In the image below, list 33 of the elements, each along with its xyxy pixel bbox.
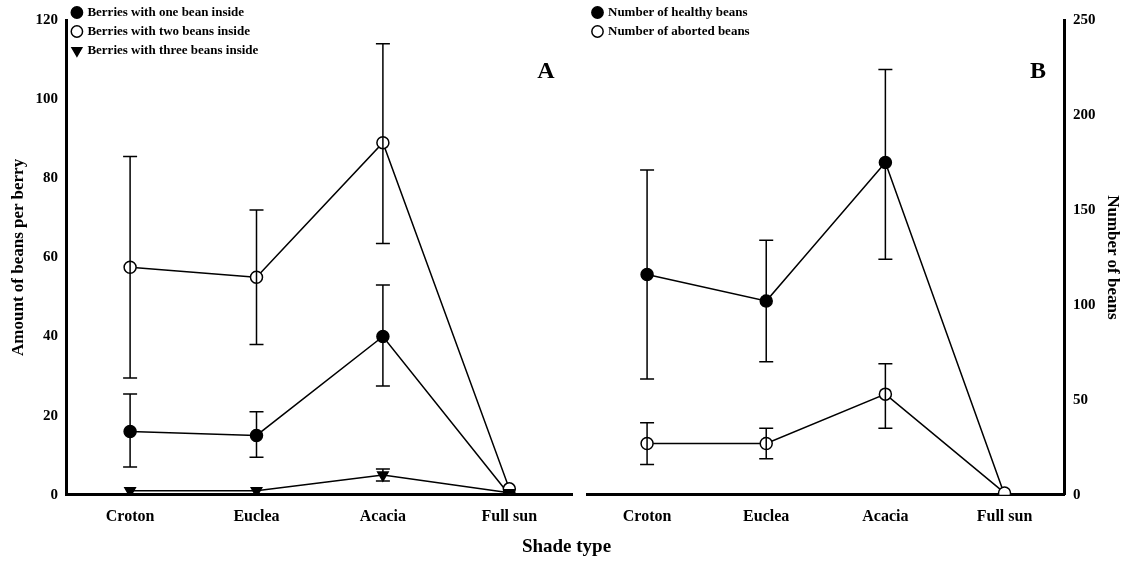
legend-label: Berries with three beans inside xyxy=(87,41,259,57)
y-tick-label: 40 xyxy=(42,327,58,344)
y2-tick-label: 250 xyxy=(1073,10,1096,27)
legend-label: Berries with one bean inside xyxy=(87,3,245,19)
y2-axis-title: Number of beans xyxy=(1104,195,1124,320)
x-tick-label: Croton xyxy=(105,506,155,524)
y2-tick-label: 150 xyxy=(1073,200,1096,217)
y-tick-label: 120 xyxy=(35,10,58,27)
y2-tick-label: 200 xyxy=(1073,105,1096,122)
x-tick-label: Euclea xyxy=(233,506,280,524)
y2-tick-label: 100 xyxy=(1073,295,1096,312)
x-tick-label: Acacia xyxy=(862,506,909,524)
x-tick-label: Euclea xyxy=(743,506,790,524)
y-tick-label: 20 xyxy=(42,406,58,423)
x-tick-label: Acacia xyxy=(359,506,406,524)
x-axis-title: Shade type xyxy=(520,535,613,557)
y-tick-label: 60 xyxy=(42,248,58,265)
y2-tick-label: 50 xyxy=(1073,390,1089,407)
annotation: A xyxy=(537,57,556,84)
legend-label: Berries with two beans inside xyxy=(87,22,251,38)
x-tick-label: Croton xyxy=(622,506,672,524)
y-tick-label: 0 xyxy=(50,485,58,502)
point xyxy=(878,155,893,170)
legend-label: Number of healthy beans xyxy=(608,3,748,19)
point xyxy=(249,428,264,443)
y-axis-title: Amount of beans per berry xyxy=(7,158,27,356)
x-tick-label: Full sun xyxy=(481,506,538,524)
legend-label: Number of aborted beans xyxy=(608,22,750,38)
y-tick-label: 100 xyxy=(35,90,58,107)
x-tick-label: Full sun xyxy=(976,506,1033,524)
y-tick-label: 80 xyxy=(42,169,58,186)
y2-tick-label: 0 xyxy=(1073,485,1081,502)
annotation: B xyxy=(1030,57,1047,84)
